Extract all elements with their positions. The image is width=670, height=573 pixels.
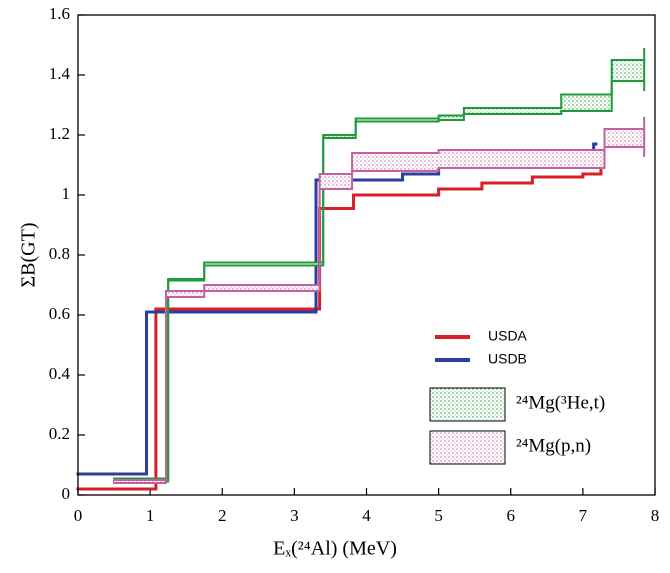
band-fill bbox=[355, 118, 439, 122]
y-tick-label: 0.2 bbox=[49, 424, 70, 443]
band-fill bbox=[352, 153, 439, 171]
band-fill bbox=[438, 150, 605, 168]
band-fill bbox=[463, 108, 562, 114]
band-fill bbox=[114, 480, 166, 483]
y-tick-label: 0.8 bbox=[49, 244, 70, 263]
y-tick-label: 1.4 bbox=[49, 64, 71, 83]
plot-frame bbox=[77, 14, 656, 496]
x-tick-label: 0 bbox=[74, 506, 83, 525]
legend-label: ²⁴Mg(p,n) bbox=[516, 435, 591, 456]
legend-swatch bbox=[429, 430, 506, 465]
x-tick-label: 3 bbox=[290, 506, 299, 525]
band-fill bbox=[438, 115, 464, 120]
band-fill bbox=[611, 60, 645, 81]
legend-label: USDA bbox=[488, 328, 528, 344]
x-tick-label: 6 bbox=[507, 506, 516, 525]
band-fill bbox=[165, 291, 205, 297]
x-tick-label: 5 bbox=[434, 506, 443, 525]
y-tick-label: 1.6 bbox=[49, 4, 70, 23]
y-tick-label: 0.6 bbox=[49, 304, 70, 323]
x-tick-label: 2 bbox=[218, 506, 227, 525]
band-fill bbox=[323, 135, 356, 138]
x-tick-label: 1 bbox=[146, 506, 155, 525]
y-axis-label: ΣB(GT) bbox=[18, 223, 40, 288]
x-tick-label: 7 bbox=[579, 506, 588, 525]
band-fill bbox=[204, 262, 324, 266]
y-tick-label: 1 bbox=[62, 184, 71, 203]
y-tick-label: 1.2 bbox=[49, 124, 70, 143]
y-tick-label: 0 bbox=[62, 484, 71, 503]
band-fill bbox=[319, 174, 353, 189]
band-fill bbox=[561, 94, 612, 111]
x-tick-label: 8 bbox=[651, 506, 660, 525]
legend-swatch bbox=[429, 387, 506, 422]
band-fill bbox=[604, 129, 645, 147]
x-tick-label: 4 bbox=[362, 506, 371, 525]
y-tick-label: 0.4 bbox=[49, 364, 71, 383]
legend-label: ²⁴Mg(³He,t) bbox=[516, 392, 605, 413]
band-fill bbox=[204, 285, 320, 291]
legend-label: USDB bbox=[488, 351, 527, 367]
x-axis-label: Eₓ(²⁴Al) (MeV) bbox=[273, 538, 397, 560]
